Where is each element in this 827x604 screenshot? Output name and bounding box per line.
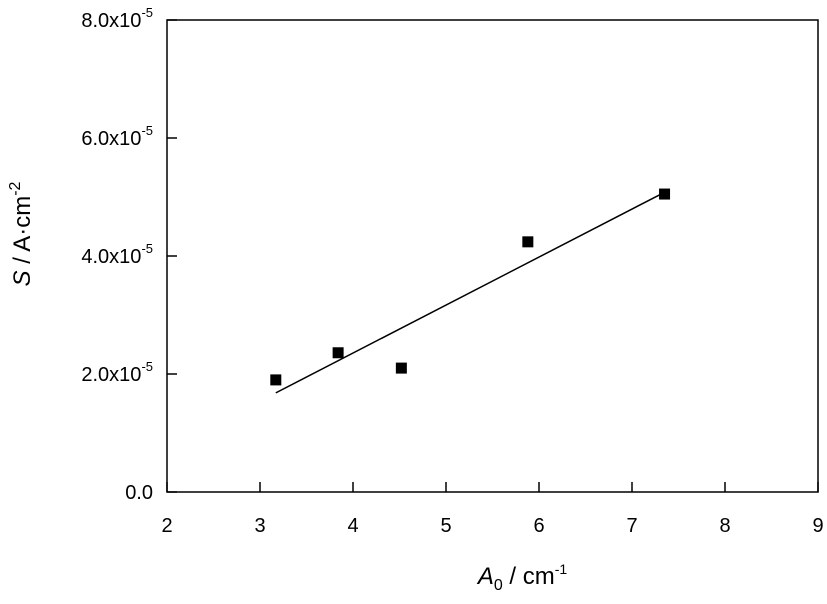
x-tick-label: 8	[719, 515, 730, 537]
x-tick-label: 6	[533, 515, 544, 537]
data-point	[522, 236, 534, 248]
y-axis-ticks	[167, 19, 177, 493]
x-tick-label: 3	[254, 515, 265, 537]
x-axis-symbol: A	[476, 563, 494, 590]
y-tick-label: 8.0x10-5	[81, 5, 153, 32]
y-tick-label: 6.0x10-5	[81, 123, 153, 150]
x-axis-title: A0 / cm-1	[476, 561, 568, 594]
data-point	[395, 362, 407, 374]
y-axis-symbol: S	[9, 270, 36, 286]
data-point	[332, 347, 344, 359]
x-tick-label: 5	[440, 515, 451, 537]
fit-line-layer	[275, 191, 665, 394]
x-axis-unit-exponent: -1	[555, 561, 568, 577]
data-point	[659, 188, 671, 200]
x-tick-label: 9	[812, 515, 823, 537]
y-tick-label: 0.0	[125, 482, 153, 504]
y-tick-label: 4.0x10-5	[81, 241, 153, 268]
y-tick-label: 2.0x10-5	[81, 359, 153, 386]
x-axis-tick-labels: 2 3 4 5 6 7 8 9	[161, 515, 823, 537]
y-axis-unit-exponent: -2	[7, 181, 24, 195]
y-axis-title: S / A·cm-2	[7, 181, 36, 286]
x-axis-subscript: 0	[494, 577, 503, 594]
y-axis-tick-labels: 0.0 2.0x10-5 4.0x10-5 6.0x10-5 8.0x10-5	[81, 5, 153, 504]
x-axis-unit: / cm	[503, 563, 555, 590]
plot-area-frame	[166, 19, 819, 493]
x-tick-label: 7	[626, 515, 637, 537]
x-tick-label: 2	[161, 515, 172, 537]
fit-line	[275, 191, 665, 394]
x-axis-ticks	[166, 482, 819, 492]
data-points-layer	[270, 188, 671, 386]
y-axis-unit: / A·cm	[9, 196, 36, 271]
data-point	[270, 374, 282, 386]
x-tick-label: 4	[347, 515, 358, 537]
